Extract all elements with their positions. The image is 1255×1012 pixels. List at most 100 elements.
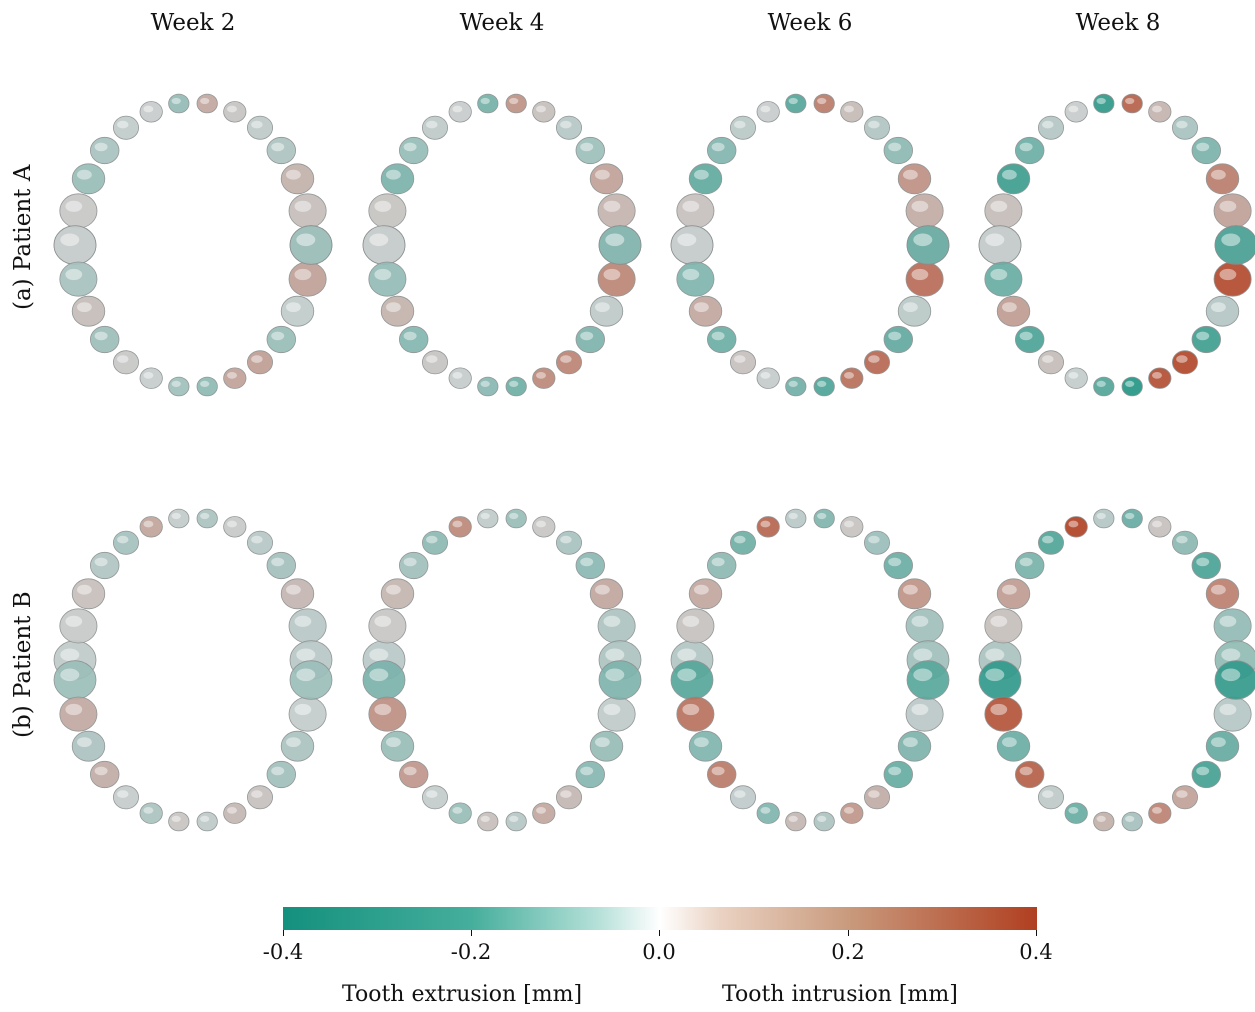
tooth	[589, 730, 624, 762]
tooth	[996, 730, 1031, 762]
tooth-highlight	[711, 142, 725, 152]
tooth-highlight	[560, 120, 572, 129]
tooth	[246, 115, 273, 140]
tooth	[864, 785, 891, 810]
tooth-highlight	[271, 331, 285, 341]
tooth-highlight	[844, 520, 854, 528]
tooth-highlight	[77, 302, 92, 312]
tooth-highlight	[817, 512, 827, 520]
tooth	[906, 660, 950, 700]
tooth	[984, 261, 1023, 297]
tooth-highlight	[844, 372, 854, 379]
tooth	[113, 530, 140, 555]
tooth	[897, 730, 932, 762]
tooth	[59, 261, 98, 297]
tooth-highlight	[386, 584, 401, 595]
tooth-highlight	[77, 169, 92, 180]
tooth-highlight	[760, 520, 771, 528]
tooth	[532, 802, 556, 824]
tooth-highlight	[374, 703, 392, 716]
tooth-highlight	[817, 97, 827, 105]
tooth	[1172, 115, 1199, 140]
tooth	[1148, 802, 1172, 824]
tooth-highlight	[286, 302, 301, 312]
tooth-highlight	[426, 120, 438, 129]
tooth-highlight	[760, 807, 771, 814]
colorbar-tick	[283, 930, 284, 936]
tooth	[477, 811, 499, 832]
tooth	[168, 508, 190, 529]
tooth-highlight	[1125, 380, 1135, 387]
tooth	[556, 785, 583, 810]
tooth-highlight	[1096, 97, 1106, 105]
tooth	[532, 516, 556, 538]
tooth	[113, 350, 140, 375]
tooth	[421, 115, 448, 140]
dental-arch-patient_a-upper-week-8	[978, 93, 1255, 265]
tooth	[984, 608, 1023, 644]
tooth-highlight	[1125, 97, 1135, 105]
tooth	[688, 578, 723, 610]
tooth-highlight	[595, 302, 610, 312]
tooth-highlight	[65, 200, 83, 212]
column-title-week-2: Week 2	[150, 10, 236, 36]
tooth	[730, 350, 757, 375]
tooth	[71, 578, 106, 610]
tooth	[785, 93, 807, 114]
colorbar-tick-label: -0.4	[262, 940, 304, 964]
tooth	[368, 261, 407, 297]
tooth	[139, 516, 163, 538]
tooth	[1014, 760, 1045, 789]
tooth	[71, 295, 106, 327]
tooth-highlight	[580, 766, 594, 776]
dental-arch-patient_b-lower-week-2	[53, 660, 333, 832]
tooth-highlight	[294, 268, 312, 281]
tooth-highlight	[1196, 557, 1210, 567]
tooth	[380, 163, 415, 195]
tooth	[59, 608, 98, 644]
tooth-highlight	[595, 737, 610, 747]
tooth-highlight	[911, 615, 929, 627]
tooth-highlight	[788, 380, 798, 387]
tooth-highlight	[913, 648, 933, 662]
tooth-highlight	[595, 169, 610, 180]
tooth-highlight	[817, 380, 827, 387]
tooth-highlight	[117, 120, 129, 129]
tooth-highlight	[603, 703, 621, 716]
dental-arch-patient_a-upper-week-6	[670, 93, 950, 265]
tooth-highlight	[868, 355, 880, 363]
tooth-highlight	[171, 380, 181, 387]
tooth-highlight	[94, 142, 108, 152]
tooth-highlight	[1211, 584, 1226, 595]
tooth-highlight	[200, 97, 210, 105]
tooth-highlight	[677, 233, 697, 247]
tooth-highlight	[1068, 105, 1079, 113]
tooth-highlight	[374, 615, 392, 627]
tooth	[1205, 295, 1240, 327]
tooth-highlight	[1219, 615, 1237, 627]
tooth	[1038, 350, 1065, 375]
tooth	[477, 508, 499, 529]
tooth	[246, 530, 273, 555]
tooth-highlight	[1176, 355, 1188, 363]
tooth-highlight	[509, 512, 519, 520]
tooth-highlight	[536, 520, 546, 528]
tooth-highlight	[903, 584, 918, 595]
tooth-highlight	[1221, 668, 1241, 682]
tooth	[1191, 760, 1222, 789]
tooth-highlight	[903, 169, 918, 180]
tooth	[575, 136, 606, 165]
tooth	[589, 163, 624, 195]
tooth	[399, 760, 429, 789]
tooth	[223, 101, 247, 123]
tooth-highlight	[286, 169, 301, 180]
tooth	[505, 508, 527, 529]
tooth-highlight	[296, 648, 316, 662]
tooth-highlight	[227, 807, 237, 814]
tooth	[399, 325, 429, 354]
tooth-highlight	[817, 815, 827, 823]
tooth-highlight	[294, 615, 312, 627]
tooth-highlight	[1211, 169, 1226, 180]
tooth-highlight	[1019, 557, 1033, 567]
tooth	[1121, 811, 1143, 832]
